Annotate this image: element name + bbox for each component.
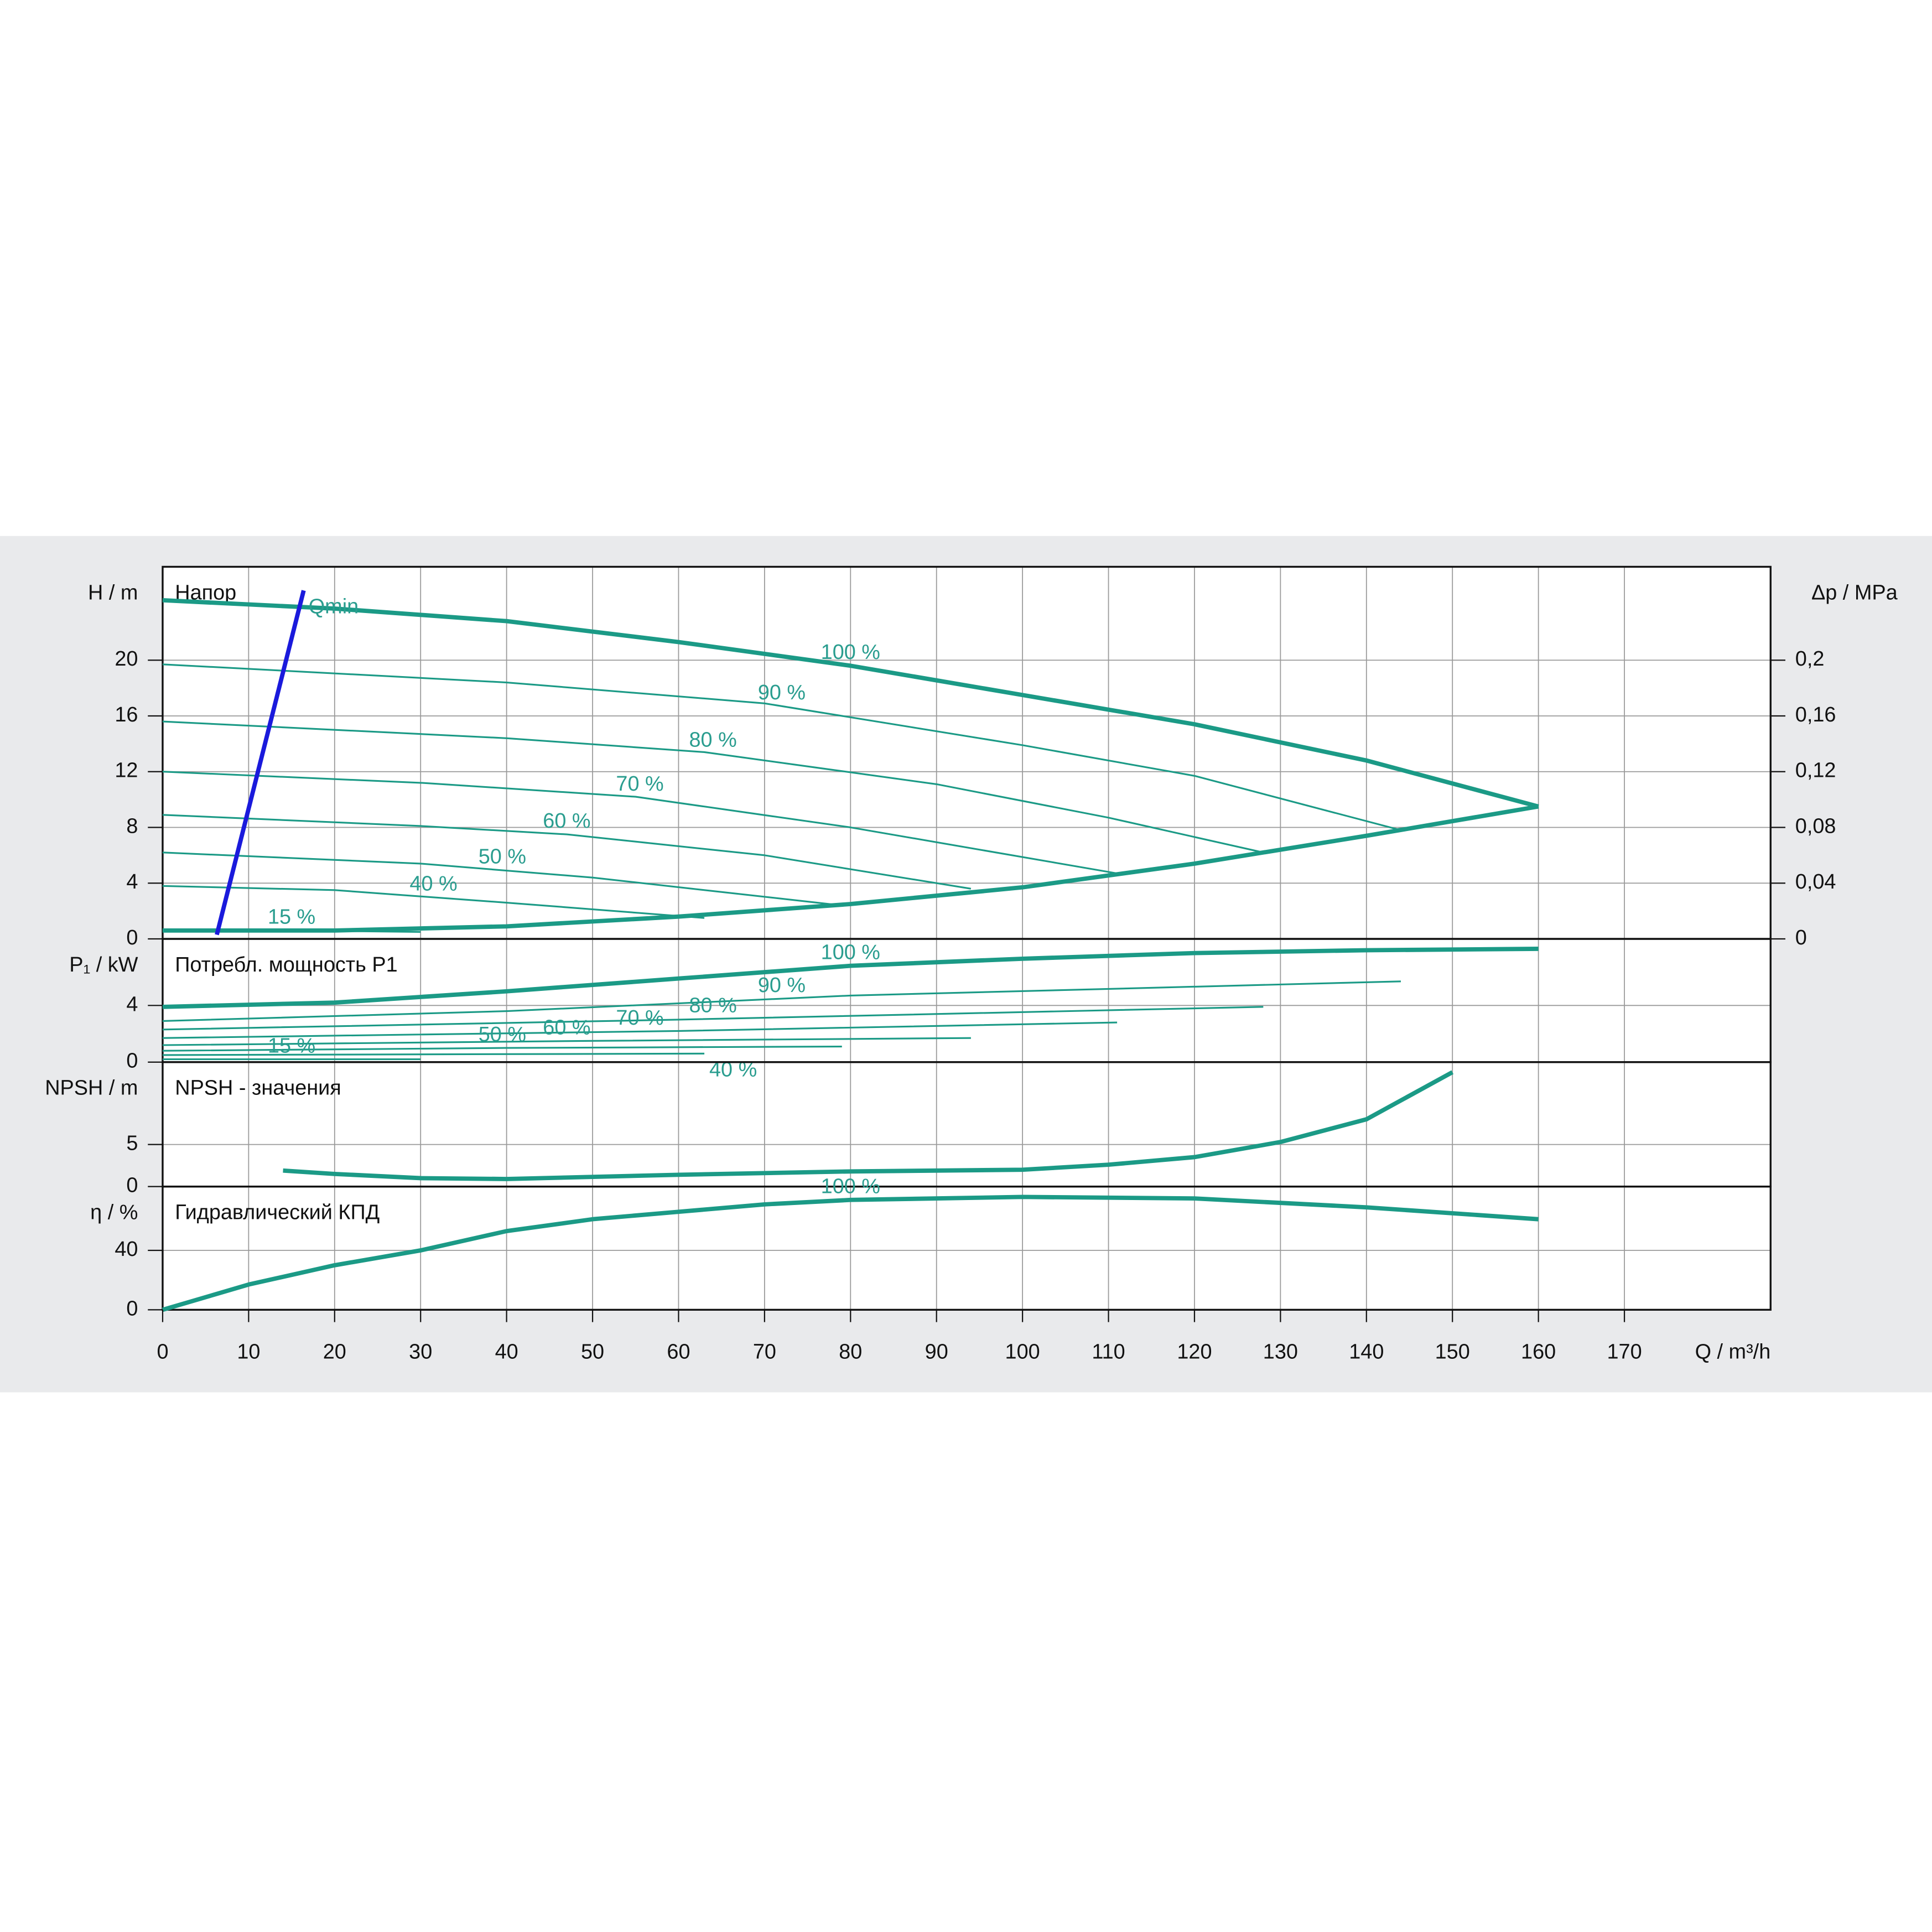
y-axis-label: η / % bbox=[90, 1201, 138, 1224]
curve bbox=[162, 720, 1264, 854]
x-tick-label: 90 bbox=[925, 1340, 948, 1363]
panel-frame bbox=[162, 1185, 1772, 1311]
curve bbox=[162, 980, 1401, 1022]
y-tick-label: 16 bbox=[115, 703, 138, 726]
x-tick-label: 30 bbox=[409, 1340, 432, 1363]
y-tick-label: 5 bbox=[126, 1132, 138, 1155]
x-tick-label: 10 bbox=[237, 1340, 260, 1363]
curve bbox=[162, 1046, 842, 1052]
x-tick-label: 160 bbox=[1521, 1340, 1556, 1363]
curve bbox=[162, 804, 1539, 933]
y-tick-label: 0 bbox=[126, 1297, 138, 1320]
curve bbox=[283, 1070, 1454, 1181]
x-tick-label: 40 bbox=[495, 1340, 518, 1363]
x-axis-label: Q / m³/h bbox=[1695, 1340, 1771, 1363]
y-tick-label: 8 bbox=[126, 814, 138, 838]
curve-label: 80 % bbox=[689, 994, 737, 1017]
curve bbox=[162, 1021, 1118, 1039]
x-tick-label: 120 bbox=[1177, 1340, 1212, 1363]
y2-tick-label: 0,12 bbox=[1795, 759, 1836, 782]
curve-label: 90 % bbox=[758, 681, 806, 704]
y2-tick-label: 0,16 bbox=[1795, 703, 1836, 726]
curve bbox=[162, 771, 1118, 875]
curve bbox=[162, 1006, 1264, 1031]
x-tick-label: 100 bbox=[1005, 1340, 1040, 1363]
curve-label: 70 % bbox=[616, 1006, 663, 1030]
x-tick-label: 80 bbox=[839, 1340, 862, 1363]
curve-label: 100 % bbox=[821, 641, 880, 664]
curve-label: 60 % bbox=[543, 1016, 590, 1040]
curve-label: 100 % bbox=[821, 941, 880, 964]
curve bbox=[215, 590, 306, 936]
panel-title: Потребл. мощность P1 bbox=[175, 953, 397, 977]
curve bbox=[162, 814, 972, 890]
curve-label: 80 % bbox=[689, 728, 737, 751]
y-tick-label: 0 bbox=[126, 1050, 138, 1073]
x-tick-label: 0 bbox=[157, 1340, 168, 1363]
x-tick-label: 110 bbox=[1092, 1340, 1125, 1363]
panel-title: NPSH - значения bbox=[175, 1077, 341, 1100]
y-tick-label: 20 bbox=[115, 647, 138, 671]
y-axis-label: H / m bbox=[88, 581, 138, 604]
curve bbox=[162, 947, 1539, 1009]
y2-axis-label: Δp / MPa bbox=[1811, 581, 1898, 604]
y2-tick-label: 0,08 bbox=[1795, 814, 1836, 838]
curve-label: 60 % bbox=[543, 809, 590, 833]
curve-label: Qmin bbox=[309, 595, 359, 618]
x-tick-label: 50 bbox=[581, 1340, 604, 1363]
curve bbox=[162, 663, 1401, 832]
curve bbox=[162, 885, 705, 919]
y-tick-label: 4 bbox=[126, 870, 138, 894]
panel-title: Гидравлический КПД bbox=[175, 1201, 380, 1224]
x-tick-label: 150 bbox=[1435, 1340, 1470, 1363]
curve bbox=[162, 1194, 1539, 1312]
x-tick-label: 140 bbox=[1349, 1340, 1384, 1363]
y-tick-label: 12 bbox=[115, 759, 138, 782]
curve-label: 50 % bbox=[479, 1023, 526, 1046]
curve bbox=[162, 598, 1539, 809]
curve-label: 100 % bbox=[821, 1175, 880, 1198]
x-tick-label: 170 bbox=[1607, 1340, 1642, 1363]
y-axis-label: P₁ / kW bbox=[69, 953, 138, 977]
curve-label: 15 % bbox=[268, 1034, 315, 1057]
x-tick-label: 130 bbox=[1263, 1340, 1298, 1363]
y2-tick-label: 0,2 bbox=[1795, 647, 1825, 671]
curve bbox=[162, 1037, 971, 1046]
curve-label: 50 % bbox=[479, 845, 526, 869]
curve-label: 40 % bbox=[409, 872, 457, 896]
x-tick-label: 70 bbox=[753, 1340, 776, 1363]
y-axis-label: NPSH / m bbox=[45, 1077, 138, 1100]
curve bbox=[162, 1052, 705, 1056]
y-tick-label: 0 bbox=[126, 926, 138, 949]
x-tick-label: 20 bbox=[323, 1340, 346, 1363]
curve-label: 15 % bbox=[268, 906, 315, 929]
y-tick-label: 0 bbox=[126, 1174, 138, 1197]
y-tick-label: 40 bbox=[115, 1238, 138, 1261]
x-tick-label: 60 bbox=[667, 1340, 690, 1363]
curve-label: 90 % bbox=[758, 974, 806, 997]
curve bbox=[162, 851, 842, 907]
y-tick-label: 4 bbox=[126, 993, 138, 1016]
y2-tick-label: 0,04 bbox=[1795, 870, 1836, 894]
curve-label: 70 % bbox=[616, 772, 663, 796]
y2-tick-label: 0 bbox=[1795, 926, 1807, 949]
